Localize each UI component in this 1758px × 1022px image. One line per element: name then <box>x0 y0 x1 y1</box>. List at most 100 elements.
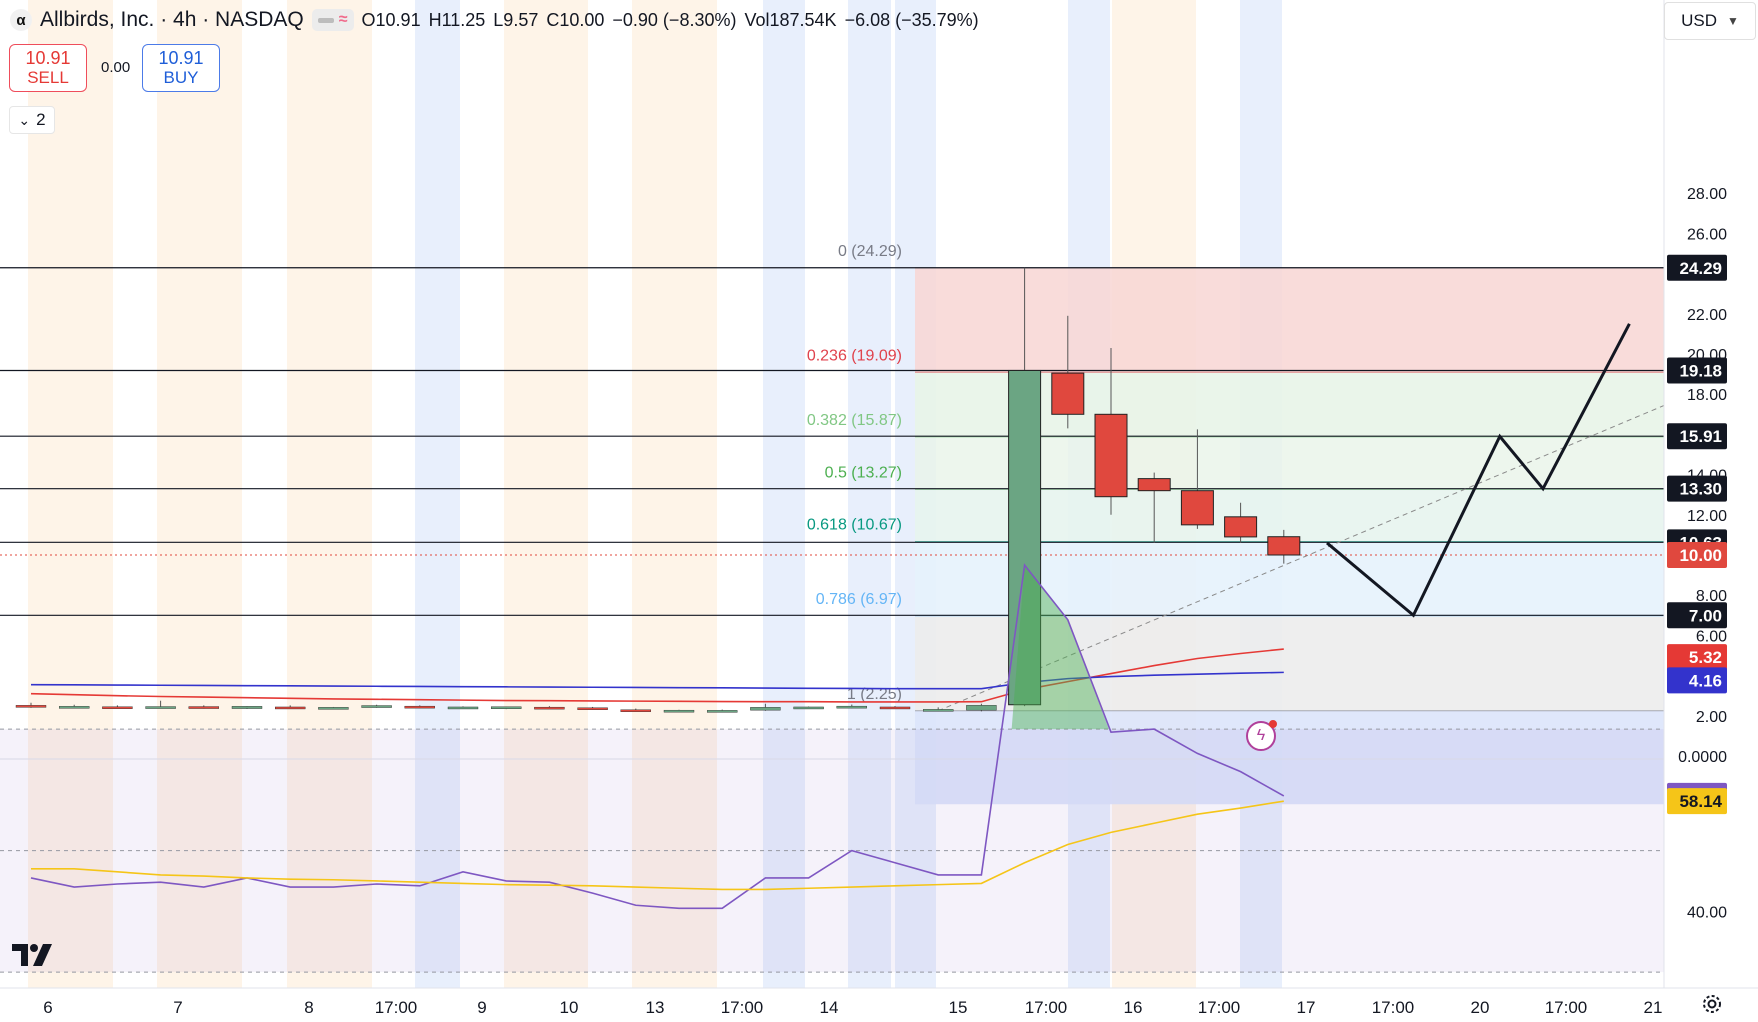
currency-label: USD <box>1681 11 1717 30</box>
notification-dot <box>1269 720 1277 728</box>
price-tag-bg <box>1667 602 1727 629</box>
time-axis-label: 7 <box>173 998 182 1017</box>
time-axis-label: 17:00 <box>1198 998 1241 1017</box>
tradingview-logo-icon[interactable] <box>12 942 60 968</box>
session-column <box>28 0 113 988</box>
volume-value: Vol187.54K <box>744 9 837 30</box>
indicators-toggle-button[interactable]: ⌄ 2 <box>9 106 55 134</box>
time-axis-label: 16 <box>1124 998 1143 1017</box>
price-axis-label: 28.00 <box>1687 186 1727 203</box>
candle-body <box>491 706 522 709</box>
time-axis-label: 17:00 <box>721 998 764 1017</box>
candle-body <box>534 706 565 710</box>
time-axis-label: 20 <box>1471 998 1490 1017</box>
candle-body <box>1051 372 1085 415</box>
line-style-icon <box>317 17 334 23</box>
candle-body <box>145 706 176 709</box>
sell-label: SELL <box>27 68 69 87</box>
candle-body <box>1224 516 1258 538</box>
candle-body <box>404 705 435 709</box>
price-axis-label: 12.00 <box>1687 508 1727 525</box>
candle-body <box>750 707 781 711</box>
time-axis-label: 9 <box>477 998 486 1017</box>
candle-body <box>836 705 867 709</box>
price-axis-label: 18.00 <box>1687 387 1727 404</box>
sell-button[interactable]: 10.91 SELL <box>9 44 87 92</box>
symbol-logo-icon: α <box>10 9 32 31</box>
price-axis-label: 22.00 <box>1687 307 1727 324</box>
session-column <box>415 0 460 988</box>
candle-body <box>1008 369 1042 706</box>
fib-zone <box>915 267 1664 373</box>
time-axis-label: 21 <box>1644 998 1663 1017</box>
symbol-title[interactable]: Allbirds, Inc. · 4h · NASDAQ <box>40 8 304 31</box>
buy-button[interactable]: 10.91 BUY <box>142 44 220 92</box>
ohlc-close: C10.00 <box>546 9 605 30</box>
candlestick-series <box>15 267 1301 713</box>
wave-icon: ≈ <box>338 11 348 28</box>
session-column <box>287 0 372 988</box>
price-axis-label: 0.0000 <box>1678 749 1727 766</box>
fibonacci-retracement[interactable]: 0 (24.29) 0.236 (19.09) 0.382 (15.87) 0.5 (… <box>807 243 1664 805</box>
time-axis[interactable]: 6 7 8 17:00 9 10 13 17:00 14 15 17:00 16 17:00 17 17:0… <box>0 987 1758 1017</box>
fib-level-label: 0.618 (10.67) <box>807 517 902 534</box>
price-tag: 19.18 <box>1679 361 1722 380</box>
fib-level-label: 0.382 (15.87) <box>807 412 902 429</box>
candle-body <box>793 706 824 710</box>
price-tag-bg <box>1667 475 1727 502</box>
moving-averages <box>30 648 1284 703</box>
price-axis[interactable]: 28.0026.0024.0022.0020.0018.0016.0014.00… <box>1663 0 1758 988</box>
indicator-visibility-pill[interactable]: ≈ <box>311 9 354 31</box>
rsi-overbought-fill <box>1011 565 1109 730</box>
candle-body <box>1094 413 1128 498</box>
projection-path[interactable] <box>1326 323 1631 618</box>
rsi-tag-bg <box>1667 788 1727 815</box>
projection-polyline[interactable] <box>1326 323 1631 618</box>
chevron-down-icon: ▼ <box>1727 14 1739 28</box>
alert-flash-icon[interactable]: ϟ <box>1246 720 1277 751</box>
rsi-pane <box>0 563 1664 973</box>
fib-level-label: 1 (2.25) <box>847 686 902 703</box>
fib-zone <box>915 710 1664 805</box>
time-axis-label: 17 <box>1297 998 1316 1017</box>
session-column <box>848 0 891 988</box>
price-tag: 7.00 <box>1689 606 1722 625</box>
time-axis-label: 17:00 <box>1545 998 1588 1017</box>
session-column <box>763 0 805 988</box>
candle-body <box>102 706 133 709</box>
price-tag: 10.00 <box>1679 546 1722 565</box>
candle-body <box>188 706 220 709</box>
fib-level-label: 0.5 (13.27) <box>825 464 902 481</box>
ohlc-open: O10.91 <box>361 9 421 30</box>
candle-body <box>15 705 47 708</box>
horizontal-lines[interactable] <box>0 267 1664 616</box>
candle-body <box>966 705 997 711</box>
sell-price: 10.91 <box>25 48 71 68</box>
candle-body <box>923 709 954 712</box>
candle-body <box>663 709 695 713</box>
time-axis-label: 6 <box>43 998 52 1017</box>
session-column <box>504 0 588 988</box>
candle-body <box>231 706 263 709</box>
price-tag-bg <box>1667 667 1727 694</box>
buy-label: BUY <box>163 68 199 87</box>
rsi-tag: 58.14 <box>1679 792 1722 811</box>
session-column <box>632 0 717 988</box>
currency-selector[interactable]: USD ▼ <box>1664 2 1756 40</box>
price-axis-label: 6.00 <box>1696 628 1727 645</box>
price-tag-bg <box>1667 423 1727 450</box>
time-axis-label: 17:00 <box>1372 998 1415 1017</box>
candle-body <box>707 710 738 713</box>
settings-gear-icon[interactable] <box>1700 992 1724 1016</box>
price-tag-bg <box>1667 644 1727 671</box>
candle-body <box>1180 490 1214 526</box>
price-tag-bg <box>1667 254 1727 281</box>
chevron-down-icon: ⌄ <box>18 111 31 128</box>
candle-body <box>1267 536 1301 556</box>
spread-value: 0.00 <box>101 59 131 76</box>
candle-body <box>1137 478 1171 492</box>
price-axis-label: 26.00 <box>1687 226 1727 243</box>
candle-body <box>620 709 651 712</box>
time-axis-label: 15 <box>949 998 968 1017</box>
